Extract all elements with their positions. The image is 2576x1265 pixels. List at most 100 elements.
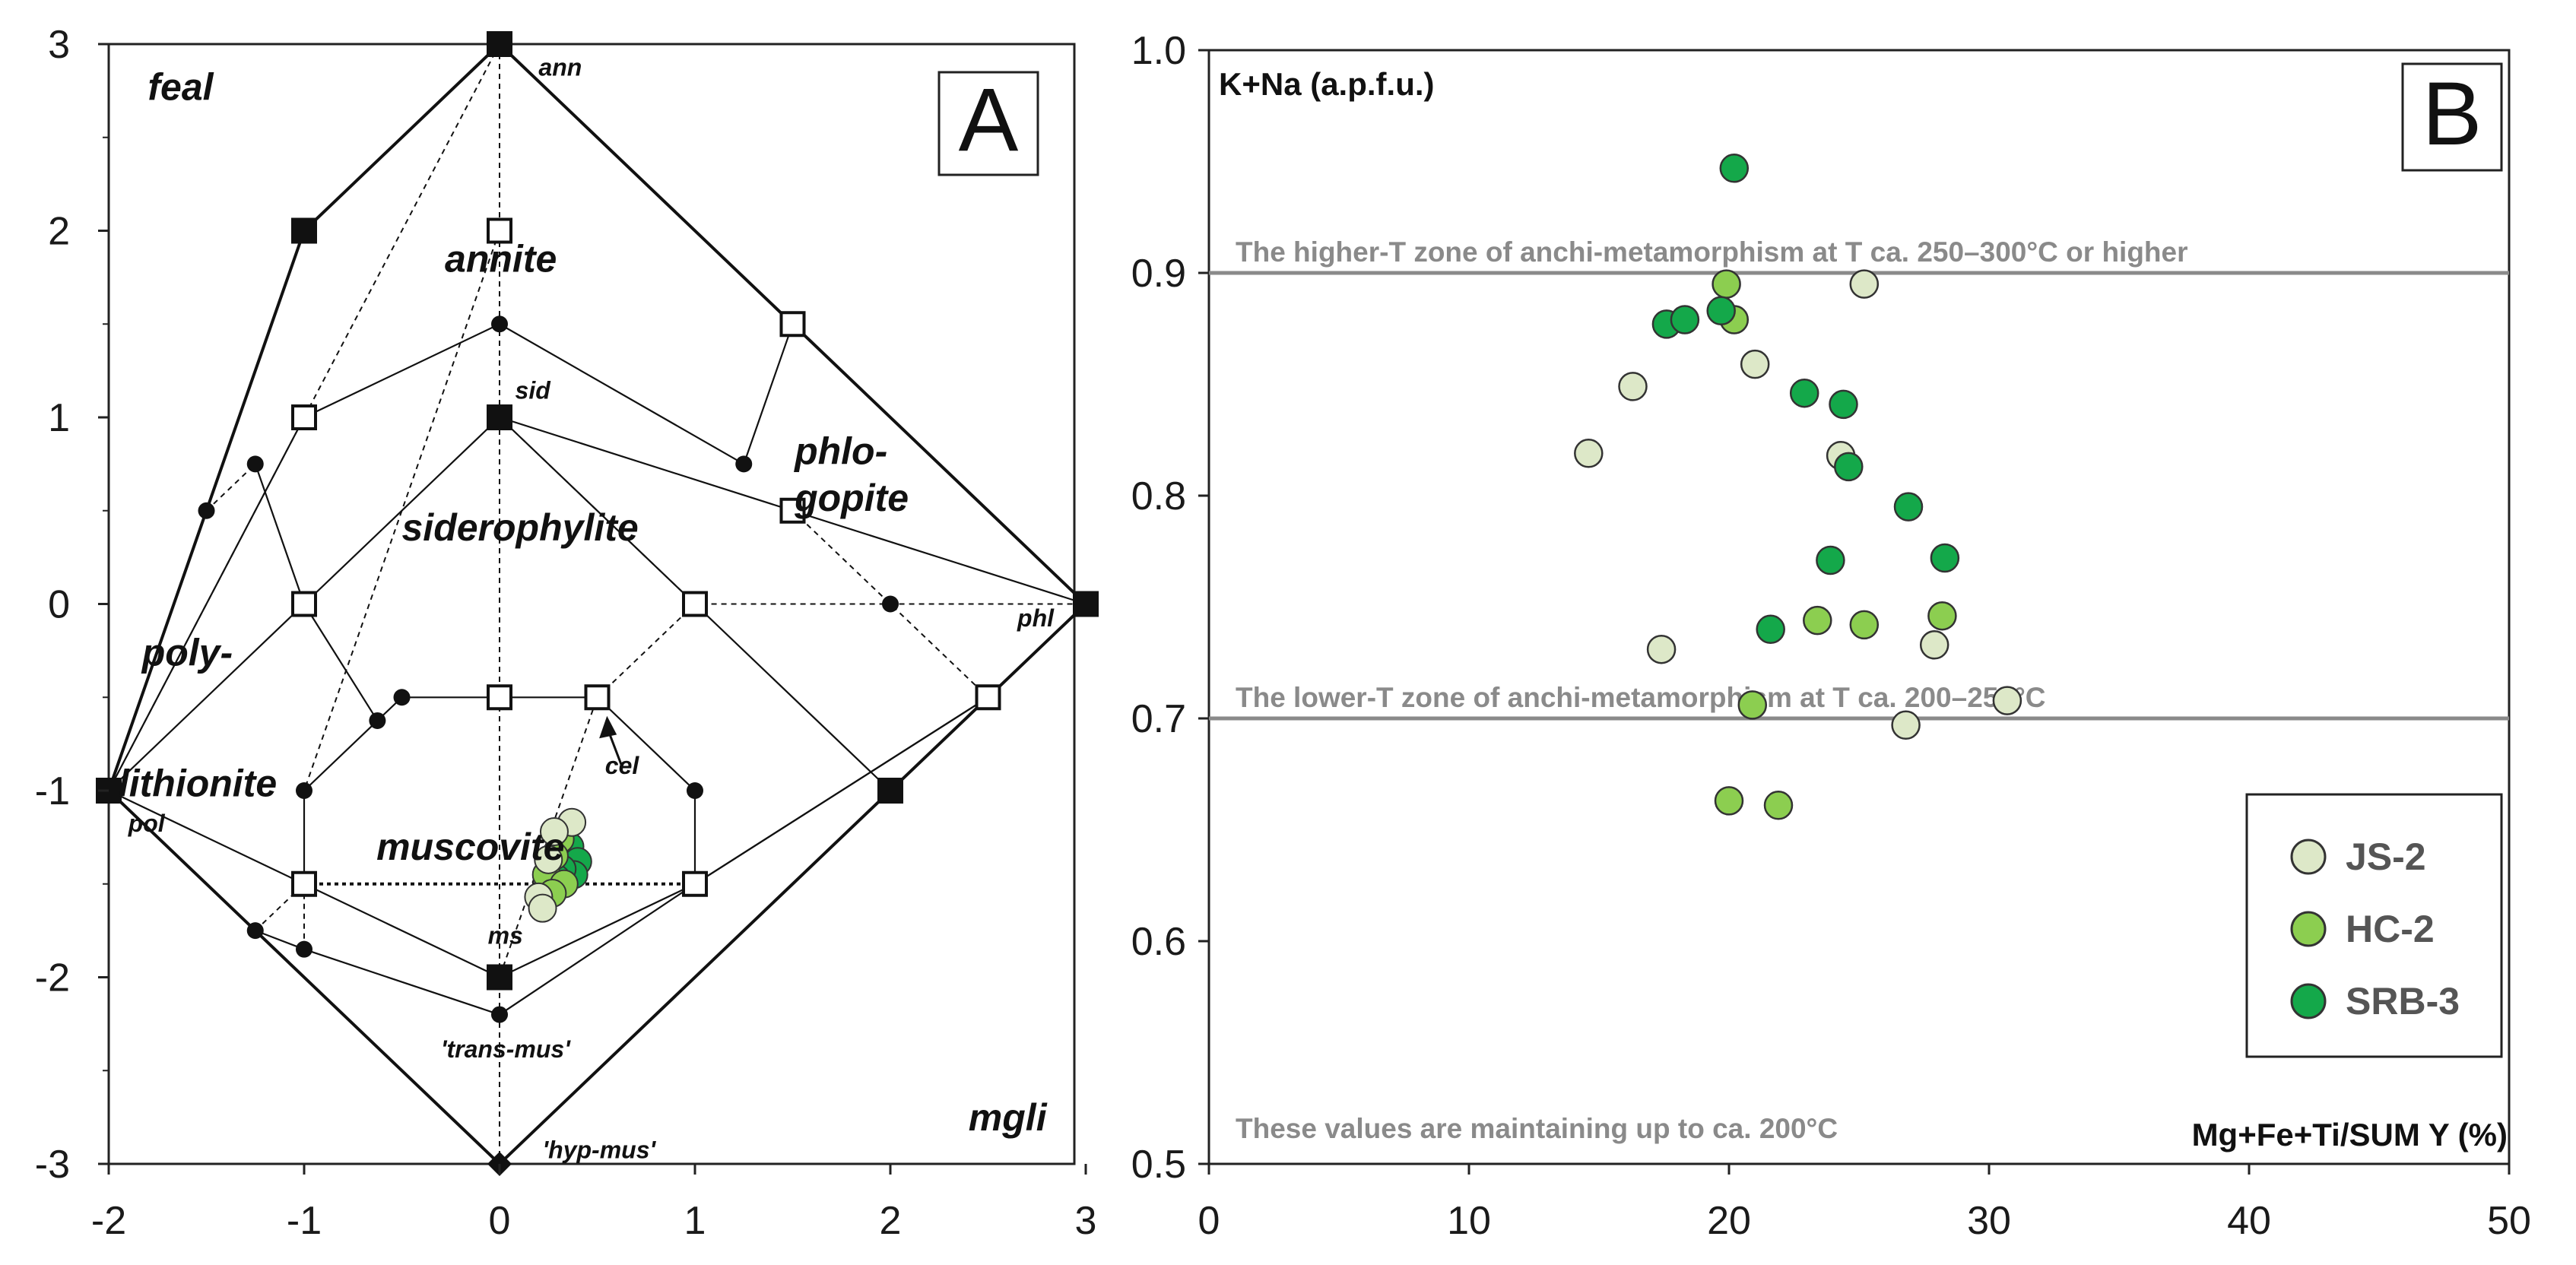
panel-a-letter-box: A [937, 70, 1039, 176]
panel-a-field-labels: feal annite phlo-gopite siderophylite poly-l… [119, 54, 1055, 1164]
legend-frame [2245, 793, 2503, 1058]
x-tick-label: 0 [1198, 1199, 1220, 1243]
x-tick-label: 40 [2227, 1199, 2271, 1243]
field-label: pol [128, 810, 166, 837]
reference-line-label: The higher-T zone of anchi-metamorphism … [1236, 236, 2188, 268]
data-point-srb-3 [1893, 492, 1924, 522]
filled-square-marker [487, 404, 512, 430]
legend-marker-srb-3 [2290, 983, 2327, 1019]
data-point-hc-2 [1849, 610, 1880, 640]
data-point-srb-3 [1756, 614, 1785, 645]
panel-b-letter-box: B [2401, 62, 2503, 172]
tie-line-dashed [303, 230, 500, 791]
y-tick-label: 1 [48, 396, 70, 440]
field-label: mgli [969, 1096, 1048, 1139]
y-tick-label: 3 [48, 23, 70, 67]
x-tick-label: 3 [1075, 1199, 1097, 1243]
data-point-srb-3 [1816, 545, 1845, 575]
data-point-hc-2 [1803, 605, 1832, 636]
legend-marker-hc-2 [2290, 911, 2327, 947]
legend-marker-js-2 [2290, 839, 2327, 875]
open-square-marker [682, 591, 708, 617]
data-point-srb-3 [1930, 543, 1960, 573]
y-tick-label: 0.6 [1131, 920, 1186, 964]
y-tick-label: -3 [35, 1143, 70, 1187]
field-label: siderophylite [402, 506, 639, 549]
circle-marker [882, 595, 899, 613]
tie-line-dashed [108, 463, 256, 791]
field-label: muscovite [376, 826, 564, 868]
data-point-js-2 [1849, 269, 1880, 299]
x-tick-label: 2 [880, 1199, 902, 1243]
y-tick-label: 2 [48, 210, 70, 254]
panel-b-reference-lines: The higher-T zone of anchi-metamorphism … [1209, 236, 2509, 721]
circle-marker [735, 455, 753, 473]
sample-point-js-2 [528, 893, 557, 923]
y-tick-label: 0.5 [1131, 1143, 1186, 1187]
data-point-js-2 [1646, 634, 1677, 664]
x-tick-label: 0 [489, 1199, 511, 1243]
sample-point-js-2 [539, 817, 569, 847]
circle-marker [198, 502, 215, 519]
data-point-hc-2 [1712, 269, 1741, 299]
x-tick-label: 20 [1707, 1199, 1751, 1243]
panel-a-chart: feal annite phlo-gopite siderophylite poly-l… [35, 23, 1099, 1243]
legend: JS-2 HC-2 SRB-3 [2245, 793, 2503, 1058]
panel-b-chart: The higher-T zone of anchi-metamorphism … [1131, 29, 2531, 1243]
circle-marker [491, 1006, 508, 1023]
tie-line-dashed [499, 43, 794, 325]
data-point-srb-3 [1789, 378, 1819, 408]
field-label: phl [1017, 604, 1055, 632]
panel-b-data-points [1574, 154, 2022, 820]
panel-b-x-axis-label: Mg+Fe+Ti/SUM Y (%) [2192, 1117, 2508, 1152]
circle-marker [296, 940, 312, 958]
panel-a-markers [96, 31, 1099, 1176]
filled-square-marker [877, 778, 903, 804]
circle-marker [687, 782, 703, 799]
panel-b-bottom-note: These values are maintaining up to ca. 2… [1236, 1113, 1838, 1144]
legend-label-hc-2: HC-2 [2346, 908, 2435, 950]
open-square-marker [291, 870, 317, 897]
circle-marker [296, 782, 312, 799]
circle-marker [393, 689, 411, 706]
sample-point-js-2 [534, 845, 563, 874]
panel-b-plot-frame [1207, 49, 2511, 1165]
filled-square-marker [487, 31, 512, 57]
data-point-srb-3 [1834, 452, 1864, 482]
field-label: feal [148, 66, 214, 109]
data-point-hc-2 [1714, 786, 1744, 816]
data-point-hc-2 [1763, 791, 1794, 820]
tie-line-solid [108, 790, 696, 978]
field-label: 'trans-mus' [441, 1035, 571, 1063]
circle-marker [246, 922, 264, 940]
field-label: phlo- [793, 430, 887, 472]
y-tick-label: 0 [48, 583, 70, 627]
filled-square-marker [291, 217, 317, 244]
field-label: annite [445, 238, 557, 281]
reference-line-label: The lower-T zone of anchi-metamorphism a… [1236, 682, 2045, 713]
y-tick-label: 0.8 [1131, 474, 1186, 518]
tie-line-solid [108, 696, 989, 1016]
data-point-srb-3 [1706, 296, 1736, 326]
data-point-srb-3 [1829, 389, 1858, 420]
open-square-marker [291, 591, 317, 617]
tie-line-solid [303, 720, 379, 791]
y-tick-label: 0.7 [1131, 697, 1186, 741]
data-point-js-2 [1618, 372, 1648, 401]
y-tick-label: -2 [35, 956, 70, 1000]
data-point-srb-3 [1670, 305, 1700, 334]
tie-line-solid [254, 464, 306, 604]
x-tick-label: 1 [684, 1199, 706, 1243]
y-tick-label: 1.0 [1131, 29, 1186, 73]
x-tick-label: 10 [1447, 1199, 1491, 1243]
y-tick-label: -1 [35, 769, 70, 813]
panel-a-sample-points [524, 807, 592, 923]
circle-marker [369, 712, 386, 729]
circle-marker [491, 315, 508, 333]
data-point-js-2 [1919, 630, 1949, 660]
field-label: 'hyp-mus' [543, 1137, 657, 1164]
tie-line-dashed [255, 883, 305, 931]
tie-line-dashed [499, 417, 1086, 605]
x-tick-label: 50 [2487, 1199, 2531, 1243]
